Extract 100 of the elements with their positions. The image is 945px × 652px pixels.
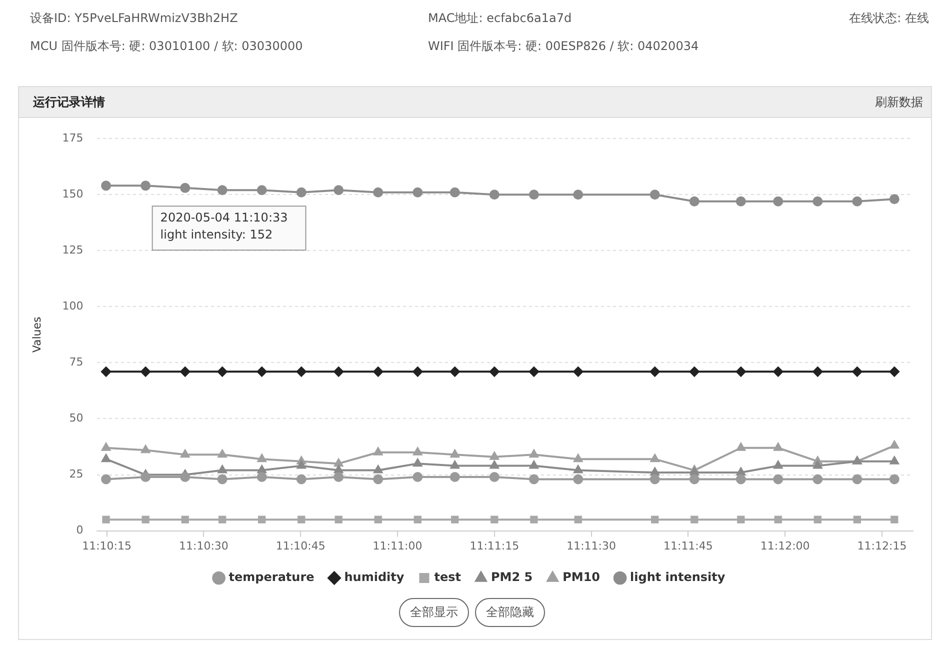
legend-label: test [434,570,462,584]
point [490,452,499,460]
point [650,190,660,200]
point [889,474,900,484]
point [142,516,150,524]
point [450,472,460,482]
annotation: 2020-05-04 11:10:33 light intensity: 152 [160,210,288,242]
x-tick-label: 11:10:30 [179,539,228,552]
point [334,516,342,524]
text: 刷新数据 [875,94,923,111]
point [689,366,700,377]
point [450,450,460,458]
x-tick-label: 11:11:45 [663,539,713,552]
point [256,185,267,196]
point [374,447,383,456]
point [181,516,189,524]
point [650,454,660,462]
point [490,516,498,524]
point [650,474,660,484]
point [737,516,745,524]
point [813,460,822,469]
point [180,450,190,458]
text: 全部隐藏 [475,598,545,627]
point [889,194,900,204]
point [218,516,226,524]
point [413,458,422,467]
point [773,474,784,484]
x-tick-label: 11:11:30 [566,539,616,552]
point [736,442,746,451]
point [258,516,266,524]
point [852,474,862,484]
point [489,366,500,377]
point [689,196,700,206]
point [180,472,190,482]
point [812,366,823,377]
legend-label: PM10 [562,570,600,584]
y-tick-label: 125 [62,244,84,257]
point [774,442,783,451]
text: 设备ID: Y5PveLFaHRWmizV3Bh2HZ [30,10,238,27]
point [451,516,459,524]
point [101,474,112,484]
y-tick-label: 175 [62,131,84,144]
point [256,366,267,377]
point [180,366,190,377]
point [334,458,344,467]
point [890,456,899,464]
point [102,442,110,451]
point [373,474,384,484]
point [373,366,384,377]
point [450,187,460,198]
legend-label: light intensity [630,570,726,584]
point [852,366,862,377]
x-tick-label: 11:12:15 [857,539,907,552]
point [373,187,384,198]
point [573,474,584,484]
point [853,516,862,524]
point [218,465,227,474]
point [736,468,746,476]
point [812,196,823,206]
point [814,516,822,524]
point [217,185,228,196]
point [651,516,659,524]
point [101,366,112,377]
x-tick-label: 11:10:45 [276,539,326,552]
point [414,516,422,524]
point [773,196,784,206]
point [296,366,306,377]
point [140,472,151,482]
point [450,366,460,377]
point [374,516,382,524]
point [574,465,583,474]
point [489,190,500,200]
point [490,460,499,469]
y-tick-label: 75 [69,356,84,369]
point [489,472,500,482]
point [101,180,112,191]
point [852,196,862,206]
point [773,366,784,377]
legend-label: temperature [228,570,314,584]
point [218,450,227,458]
y-tick-label: 150 [62,187,84,200]
point [812,474,823,484]
point [450,460,460,469]
point [102,516,110,524]
point [413,447,422,456]
point [296,474,306,484]
y-tick-label: 100 [62,300,84,313]
point [889,366,900,377]
text: WIFI 固件版本号: 硬: 00ESP826 / 软: 04020034 [428,38,699,55]
point [736,474,746,484]
x-tick-label: 11:11:15 [470,539,520,552]
point [412,366,423,377]
point [528,190,539,200]
text: 在线状态: 在线 [849,10,929,27]
point [573,190,584,200]
point [774,460,783,469]
point [296,187,306,198]
chart-title: 运行记录详情 [33,94,105,111]
point [530,516,538,524]
point [334,366,344,377]
